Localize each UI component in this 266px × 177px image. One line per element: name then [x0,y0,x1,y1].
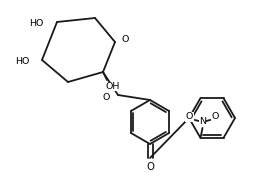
Text: N: N [199,117,206,126]
Text: HO: HO [30,19,44,27]
Text: O: O [103,93,110,101]
Text: O: O [186,112,193,121]
Text: HO: HO [15,56,29,65]
Text: O: O [121,36,128,44]
Text: O: O [146,162,154,172]
Text: O: O [212,112,219,121]
Text: OH: OH [106,82,120,91]
